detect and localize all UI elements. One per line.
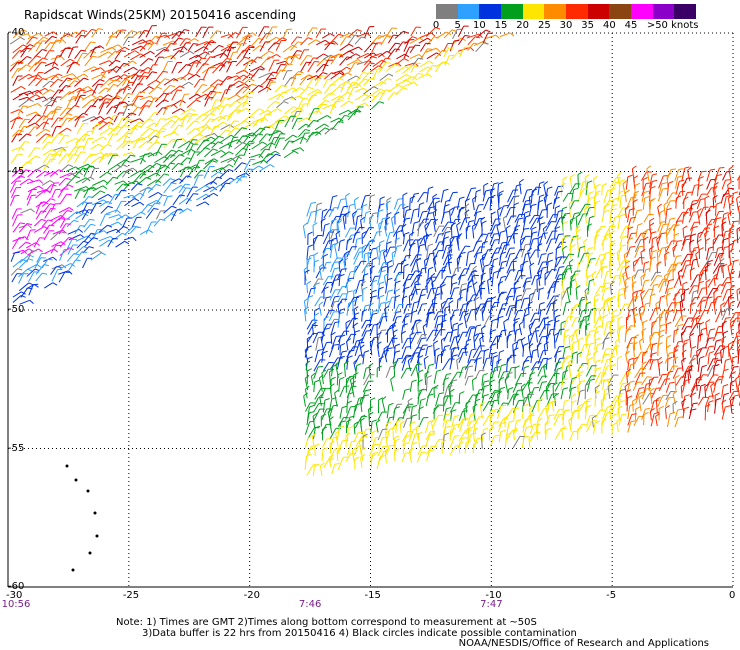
colorbar-labels: 0 5 10 15 20 25 30 35 40 45 >50 knots (432, 20, 740, 34)
latitude-label: -40 (8, 27, 25, 38)
colorbar-swatch (652, 4, 675, 19)
longitude-label: 0 (729, 590, 736, 601)
colorbar-swatch (522, 4, 545, 19)
figure-title: Rapidscat Winds(25KM) 20150416 ascending (24, 8, 297, 22)
pass-time-label: 10:56 (1, 599, 31, 610)
colorbar-swatch (674, 4, 697, 19)
figure-notes: Note: 1) Times are GMT 2)Times along bot… (116, 617, 577, 639)
longitude-label: -30 (6, 590, 23, 601)
colorbar-label: 15 (494, 20, 508, 31)
notes-line-2: 3)Data buffer is 22 hrs from 20150416 4)… (142, 628, 577, 639)
colorbar-label: 0 (432, 20, 440, 31)
latitude-label: -45 (8, 165, 25, 177)
colorbar-swatch (479, 4, 502, 19)
colorbar-label: 45 (624, 20, 638, 31)
colorbar-swatch (501, 4, 523, 19)
longitude-label: -25 (122, 590, 140, 601)
latitude-label: -55 (8, 442, 25, 454)
colorbar-swatch (457, 4, 480, 19)
colorbar-label: 10 (472, 20, 486, 31)
longitude-label: -20 (243, 590, 260, 601)
longitude-label: -5 (606, 590, 617, 601)
colorbar-swatch (566, 4, 588, 19)
latitude-label: -60 (8, 581, 25, 592)
longitude-label: -15 (364, 590, 381, 601)
map-frame (7, 33, 733, 588)
notes-line-1: Note: 1) Times are GMT 2)Times along bot… (116, 617, 537, 628)
wind-speed-colorbar (436, 4, 697, 19)
colorbar-swatch (436, 4, 458, 19)
colorbar-swatch (544, 4, 567, 19)
colorbar-swatch (631, 4, 653, 19)
colorbar-label: 20 (516, 20, 530, 31)
colorbar-label: 25 (537, 20, 551, 31)
latitude-label: -50 (8, 304, 25, 315)
colorbar-label: >50 knots (646, 20, 699, 31)
colorbar-label: 5 (454, 20, 461, 31)
colorbar-label: 40 (602, 20, 616, 31)
colorbar-swatch (609, 4, 632, 19)
pass-time-label: 7:46 (298, 599, 322, 610)
colorbar-label: 30 (559, 20, 573, 31)
longitude-label: -10 (485, 590, 502, 601)
colorbar-swatch (587, 4, 610, 19)
credit-line: NOAA/NESDIS/Office of Research and Appli… (458, 638, 709, 649)
wind-barbs (9, 25, 740, 572)
colorbar-label: 35 (581, 20, 595, 31)
pass-time-label: 7:47 (480, 599, 503, 610)
